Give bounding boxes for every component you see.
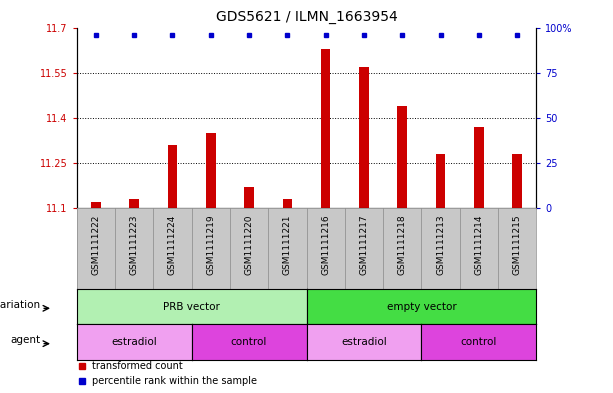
Bar (91, 202, 101, 208)
Text: estradiol: estradiol (111, 337, 157, 347)
Text: PRB vector: PRB vector (163, 301, 220, 312)
Bar (283, 199, 292, 208)
Bar (167, 145, 177, 208)
Text: GSM1111216: GSM1111216 (321, 215, 330, 275)
Bar (129, 199, 139, 208)
Text: genotype/variation: genotype/variation (0, 300, 40, 310)
Text: GSM1111221: GSM1111221 (283, 215, 292, 275)
Text: empty vector: empty vector (387, 301, 456, 312)
Text: GSM1111222: GSM1111222 (91, 215, 101, 275)
Text: GSM1111224: GSM1111224 (168, 215, 177, 275)
Title: GDS5621 / ILMN_1663954: GDS5621 / ILMN_1663954 (216, 10, 397, 24)
Bar (359, 67, 369, 208)
Text: GSM1111220: GSM1111220 (245, 215, 254, 275)
Text: estradiol: estradiol (341, 337, 387, 347)
Bar (474, 127, 484, 208)
Text: control: control (461, 337, 497, 347)
Bar (512, 154, 522, 208)
Text: GSM1111213: GSM1111213 (436, 215, 445, 275)
Text: GSM1111219: GSM1111219 (206, 215, 215, 275)
Text: percentile rank within the sample: percentile rank within the sample (92, 376, 257, 386)
Bar (321, 49, 330, 208)
Text: GSM1111223: GSM1111223 (129, 215, 139, 275)
Text: GSM1111215: GSM1111215 (512, 215, 522, 275)
Bar (436, 154, 446, 208)
Text: control: control (231, 337, 267, 347)
Text: GSM1111217: GSM1111217 (359, 215, 368, 275)
Bar (397, 106, 407, 208)
Text: GSM1111214: GSM1111214 (474, 215, 484, 275)
Text: agent: agent (10, 335, 40, 345)
Bar (206, 133, 216, 208)
Text: transformed count: transformed count (92, 361, 183, 371)
Bar (244, 187, 254, 208)
Text: GSM1111218: GSM1111218 (398, 215, 407, 275)
